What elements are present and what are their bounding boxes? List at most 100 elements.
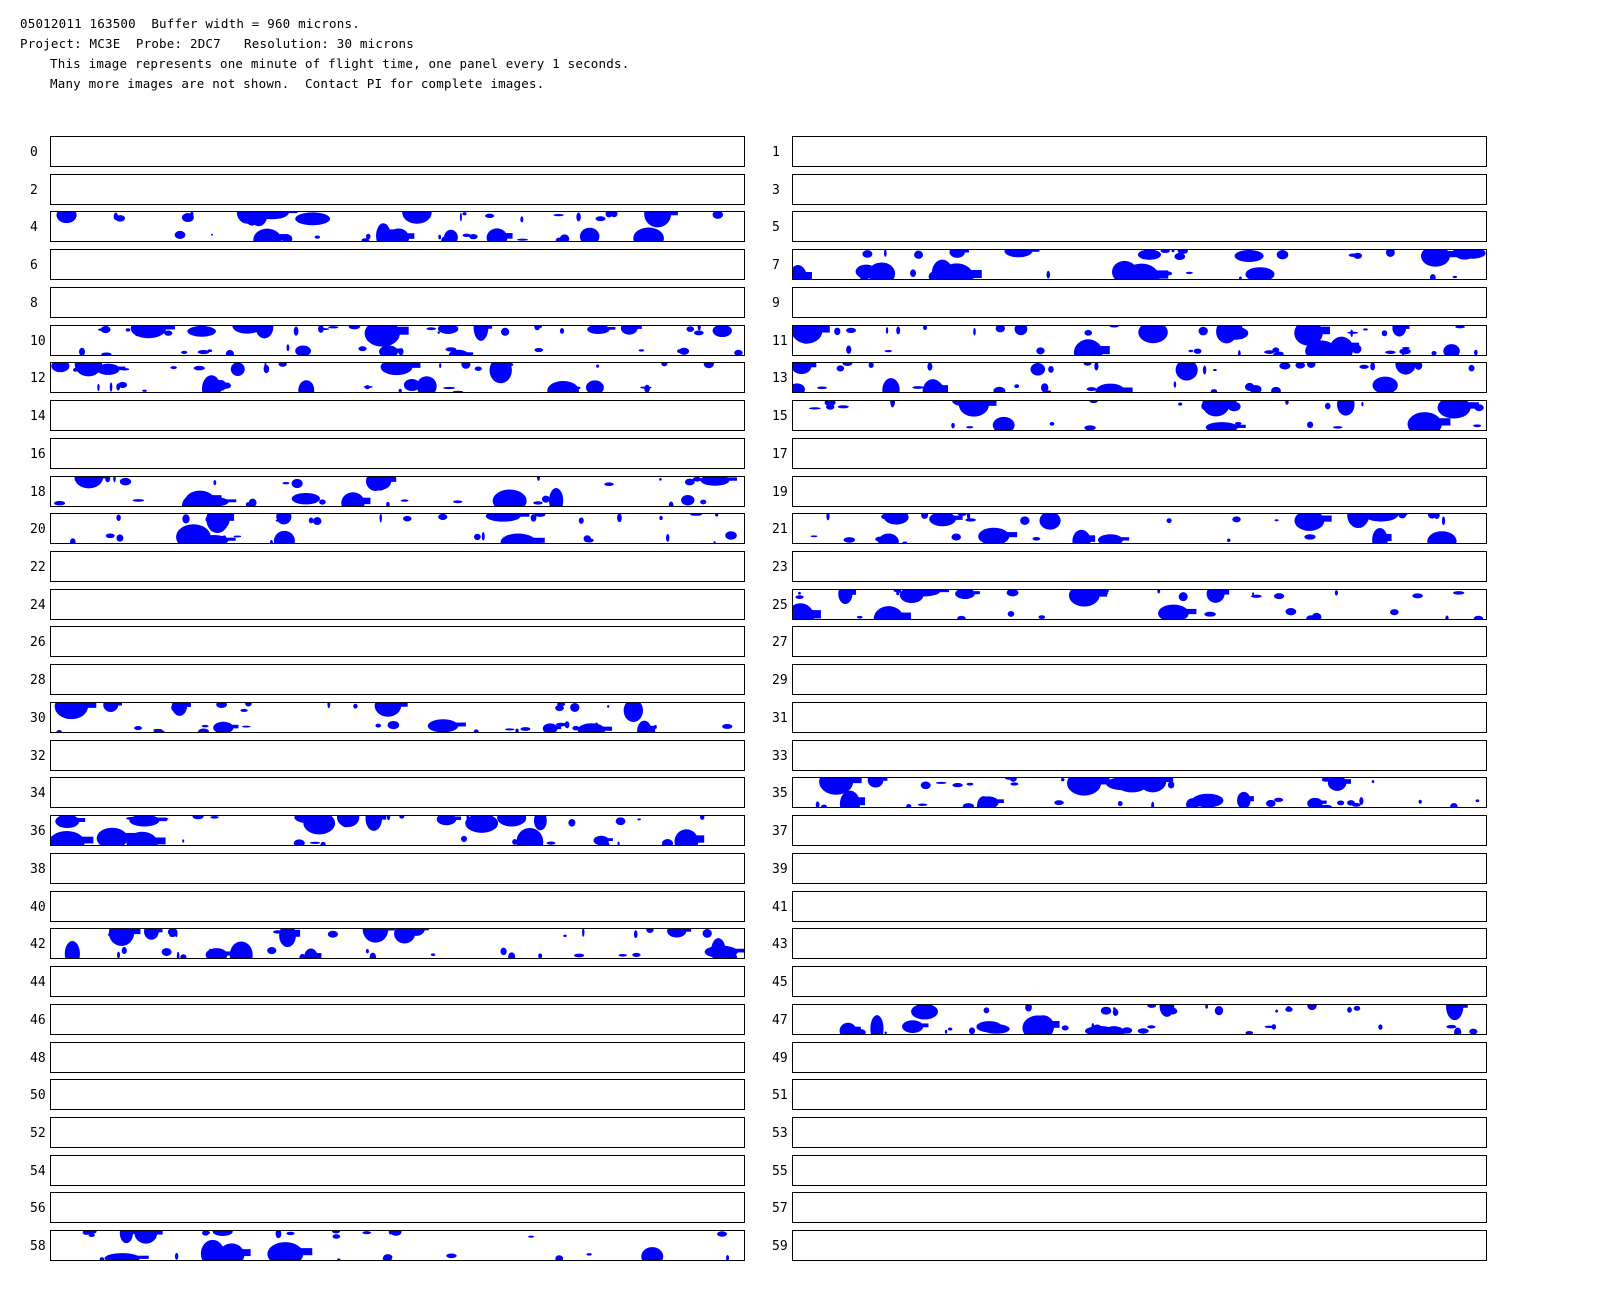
particle-image [56,212,723,241]
particle [1226,424,1246,428]
particle [1177,608,1197,615]
particle [1234,421,1242,426]
particle [99,1257,105,1260]
panel-label: 46 [30,1013,46,1028]
particle [205,1231,211,1234]
particle [690,514,703,516]
particle [272,238,275,241]
particle-image [810,514,1457,543]
particle [391,348,403,353]
particle [437,331,440,334]
particle [72,836,94,844]
particle [681,494,695,506]
particle [1103,592,1109,595]
panel-label: 8 [30,296,38,311]
particle [884,1031,887,1034]
particle [314,235,321,239]
particle [332,1234,341,1239]
particle [216,1246,231,1255]
image-panel [792,891,1487,922]
particle [226,724,239,729]
panel-label: 53 [772,1126,788,1141]
particle [232,326,262,334]
particle [497,816,527,827]
particle [128,1231,137,1235]
particle [439,363,442,369]
particle [1006,590,1019,597]
panel-label: 22 [30,560,46,575]
panel-label: 12 [30,371,46,386]
particle [523,537,545,543]
panel-label: 47 [772,1013,788,1028]
particle [985,801,995,807]
particle [198,728,210,732]
particle [376,816,387,820]
panel-label: 54 [30,1164,46,1179]
particle [631,326,642,329]
particle [700,499,707,505]
particle [1225,326,1236,334]
particle [146,837,166,845]
particle [534,514,546,517]
particle [911,1005,938,1020]
particle [1473,615,1484,619]
particle [299,953,306,958]
image-panel [792,928,1487,959]
panel-label: 2 [30,183,38,198]
panel-label: 50 [30,1088,46,1103]
particle [383,1254,393,1260]
particle [1084,535,1096,542]
particle [661,363,668,367]
particle [1304,534,1316,540]
particle [585,380,604,392]
image-panel [792,325,1487,356]
image-panel [792,513,1487,544]
particle [485,213,495,218]
particle [1234,406,1239,410]
particle [1218,590,1230,595]
particle [623,703,643,722]
particle [387,326,409,335]
particle [1399,348,1411,355]
particle [846,327,857,334]
particle [1105,387,1111,392]
image-panel [50,1230,745,1261]
particle [874,778,882,783]
particle [603,838,613,841]
particle [1321,778,1331,782]
panel-label: 33 [772,749,788,764]
image-panel [792,1079,1487,1110]
image-panel [792,1192,1487,1223]
particle [452,390,464,392]
particle [242,725,251,728]
panel-label: 3 [772,183,780,198]
particle [638,349,645,352]
particle [637,818,641,821]
particle [957,615,966,619]
particle [966,514,971,520]
particle [1446,1024,1457,1029]
panel-label: 4 [30,220,38,235]
particle [666,534,670,542]
particle [109,703,117,708]
particle [553,213,564,217]
particle [1137,250,1162,260]
particle [167,929,178,937]
image-panel [50,966,745,997]
particle [96,363,120,375]
particle [447,722,466,727]
particle [443,386,456,390]
particle [1086,387,1097,392]
particle [1307,421,1314,429]
panel-label: 29 [772,673,788,688]
panel-label: 38 [30,862,46,877]
particle [327,930,338,938]
particle [489,363,512,384]
particle [427,719,459,732]
particle [303,816,336,835]
header-description: This image represents one minute of flig… [50,56,630,71]
particle [1421,421,1439,430]
particle-image [808,401,1484,430]
particle [1385,350,1396,354]
particle [255,326,274,339]
